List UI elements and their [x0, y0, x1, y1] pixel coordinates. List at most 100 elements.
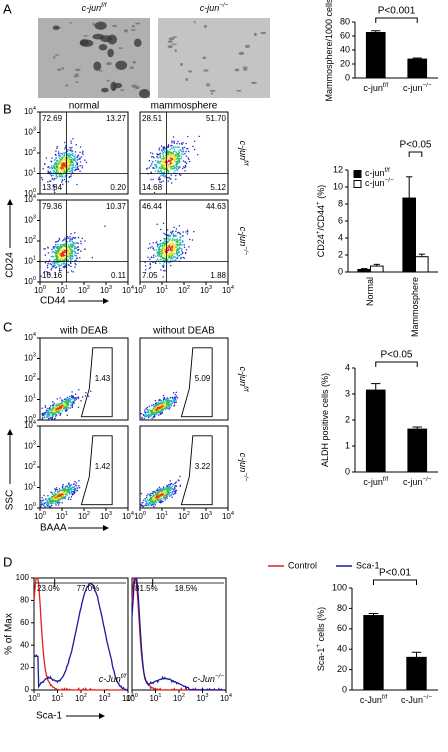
event-dot — [53, 402, 55, 404]
event-cloud — [145, 135, 200, 194]
event-dot — [181, 167, 184, 170]
event-dot — [68, 176, 71, 179]
y-axis-label: % of Max — [4, 613, 15, 655]
event-dot — [71, 161, 74, 164]
event-dot — [150, 256, 153, 258]
event-dot — [154, 399, 157, 402]
event-dot — [40, 503, 43, 506]
event-dot — [51, 255, 54, 258]
event-dot — [58, 266, 60, 268]
histogram-curve — [33, 582, 129, 691]
event-dot — [70, 175, 72, 178]
event-dot — [66, 235, 69, 238]
event-dot — [71, 237, 73, 240]
event-dot — [47, 411, 50, 413]
event-dot — [188, 246, 190, 248]
text-part: 10 — [200, 512, 209, 521]
event-dot — [159, 178, 161, 180]
event-dot — [56, 410, 58, 413]
event-dot — [161, 166, 163, 169]
event-dot — [69, 257, 71, 260]
plot-frame — [139, 111, 229, 195]
text-part: 4 — [131, 511, 134, 517]
event-dot — [63, 266, 65, 269]
event-dot — [59, 397, 61, 399]
cell-cluster — [118, 47, 124, 49]
event-dot — [167, 248, 170, 251]
event-dot — [41, 407, 43, 410]
event-dot — [175, 259, 177, 261]
event-dot — [63, 256, 66, 259]
event-dot — [47, 247, 49, 249]
x-tick-label: Mammosphere — [410, 277, 420, 337]
event-dot — [54, 490, 57, 492]
event-dot — [159, 500, 162, 503]
event-dot — [152, 256, 155, 258]
y-tick-label: 104 — [24, 332, 36, 342]
event-dot — [163, 261, 166, 264]
event-dot — [48, 409, 51, 411]
event-dot — [60, 399, 63, 401]
event-dot — [175, 151, 177, 154]
text-part: 0 — [135, 693, 138, 699]
event-cloud — [140, 475, 182, 508]
event-dot — [71, 493, 74, 496]
event-dot — [63, 248, 65, 250]
text-part: 0 — [37, 693, 40, 699]
event-dot — [144, 409, 146, 411]
text-part: 10 — [51, 694, 60, 703]
event-dot — [173, 142, 175, 144]
event-dot — [141, 416, 143, 419]
event-dot — [171, 151, 173, 154]
event-dot — [50, 166, 53, 168]
event-dot — [67, 400, 70, 402]
event-dot — [155, 262, 157, 265]
event-dot — [71, 391, 73, 393]
event-dot — [164, 246, 166, 249]
text-part: 4 — [131, 285, 134, 291]
quadrant-value: 13.27 — [106, 114, 127, 123]
event-dot — [43, 416, 46, 419]
event-dot — [154, 170, 157, 172]
cell-cluster — [115, 60, 128, 70]
event-dot — [78, 389, 80, 391]
event-dot — [67, 154, 70, 156]
event-dot — [160, 252, 162, 255]
event-dot — [152, 406, 155, 408]
event-dot — [158, 414, 160, 416]
event-dot — [169, 246, 171, 248]
event-dot — [164, 237, 166, 240]
event-dot — [49, 180, 51, 182]
event-dot — [173, 155, 176, 157]
event-dot — [164, 499, 166, 501]
event-dot — [163, 253, 165, 256]
event-dot — [70, 265, 72, 268]
event-dot — [54, 171, 57, 174]
event-dot — [168, 170, 170, 172]
event-dot — [75, 396, 77, 399]
event-dot — [158, 153, 160, 156]
event-dot — [163, 243, 165, 245]
event-dot — [61, 254, 64, 257]
event-dot — [40, 500, 42, 502]
event-dot — [41, 503, 44, 506]
event-dot — [52, 415, 55, 417]
event-dot — [67, 180, 70, 183]
x-tick-label: 104 — [122, 511, 134, 521]
event-dot — [54, 259, 56, 261]
cell-cluster — [167, 45, 174, 49]
event-dot — [158, 248, 161, 250]
event-dot — [73, 159, 75, 162]
event-dot — [150, 497, 153, 500]
event-dot — [54, 244, 57, 246]
event-dot — [61, 178, 64, 181]
quadrant-value: 10.37 — [106, 202, 127, 211]
event-dot — [52, 412, 55, 414]
text-part: 10 — [24, 374, 33, 383]
error-bar — [411, 651, 422, 658]
event-dot — [180, 256, 182, 259]
event-dot — [70, 491, 73, 494]
event-dot — [165, 488, 167, 491]
event-dot — [75, 252, 77, 254]
event-dot — [71, 151, 73, 153]
